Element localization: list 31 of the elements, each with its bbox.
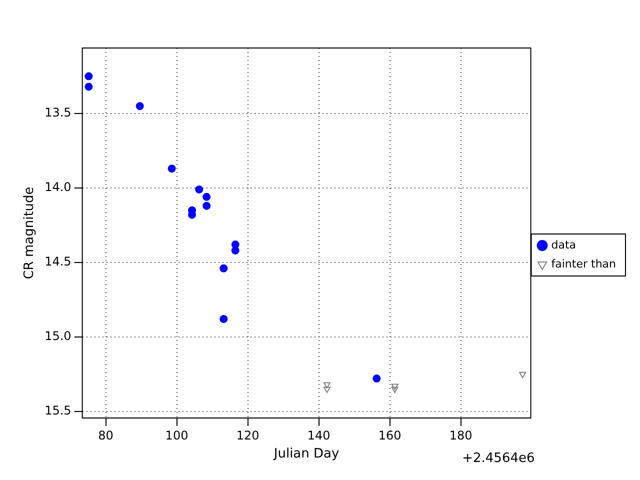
- x-tick-label: 160: [378, 428, 402, 442]
- y-tick-label: 14.0: [44, 180, 72, 194]
- y-tick-label: 14.5: [44, 254, 72, 269]
- y-tick-label: 15.0: [44, 328, 72, 343]
- legend-label: fainter than: [551, 257, 616, 270]
- x-tick-label: 80: [98, 428, 114, 442]
- point: [195, 185, 204, 194]
- point: [202, 202, 211, 210]
- point: [323, 386, 330, 393]
- point: [391, 386, 398, 393]
- y-tick-label: 15.5: [44, 403, 72, 418]
- point: [220, 264, 228, 272]
- x-tick-label: 140: [307, 428, 330, 442]
- x-tick-label: 180: [449, 428, 472, 442]
- point: [168, 164, 176, 173]
- x-tick-label: 100: [165, 428, 188, 442]
- point: [136, 102, 144, 110]
- x-tick-label: 120: [236, 428, 260, 442]
- point: [84, 82, 93, 91]
- legend-label: data: [551, 238, 576, 252]
- point: [220, 314, 228, 323]
- y-axis-title: CR magnitude: [22, 186, 38, 280]
- point: [202, 192, 211, 201]
- point: [323, 382, 330, 388]
- point: [519, 372, 526, 378]
- point: [372, 374, 381, 383]
- y-tick-label: 13.5: [44, 106, 72, 120]
- point: [84, 72, 93, 80]
- text: +2.4564e6: [462, 450, 535, 466]
- x-axis-title: Julian Day: [272, 446, 340, 462]
- point: [391, 384, 398, 390]
